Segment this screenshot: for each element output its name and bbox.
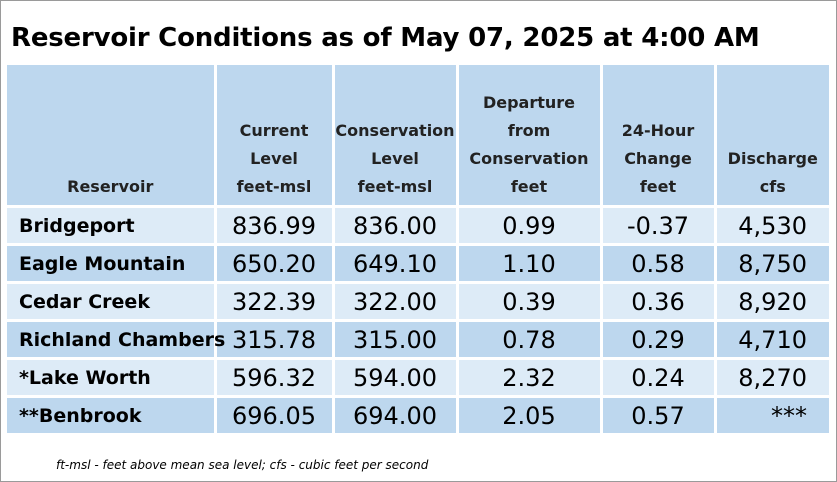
header-line: Conservation	[335, 121, 455, 140]
table-row: Bridgeport 836.99 836.00 0.99 -0.37 4,53…	[7, 206, 829, 246]
header-line: Level	[371, 149, 419, 168]
header-line: cfs	[759, 177, 786, 196]
table-row: *Lake Worth 596.32 594.00 2.32 0.24 8,27…	[7, 358, 829, 398]
cell-reservoir: Eagle Mountain	[7, 244, 217, 284]
cell-conservation-level: 649.10	[333, 244, 459, 284]
cell-departure: 2.05	[457, 396, 603, 436]
table-row: Eagle Mountain 650.20 649.10 1.10 0.58 8…	[7, 244, 829, 284]
cell-reservoir: Richland Chambers	[7, 320, 225, 360]
cell-conservation-level: 322.00	[333, 282, 459, 322]
header-line: Departure	[482, 93, 576, 112]
page-title: Reservoir Conditions as of May 07, 2025 …	[11, 23, 760, 53]
footnote: ft-msl - feet above mean sea level; cfs …	[56, 458, 429, 472]
cell-current-level: 596.32	[215, 358, 335, 398]
header-line: 24-Hour	[621, 121, 695, 140]
header-line: Reservoir	[67, 177, 154, 196]
cell-conservation-level: 836.00	[333, 206, 459, 246]
cell-departure: 0.99	[457, 206, 603, 246]
table-row: **Benbrook 696.05 694.00 2.05 0.57 ***	[7, 396, 829, 436]
cell-discharge: 8,920	[715, 282, 829, 322]
cell-24h-change: 0.29	[601, 320, 717, 360]
cell-discharge: 8,270	[715, 358, 829, 398]
cell-current-level: 322.39	[215, 282, 335, 322]
cell-reservoir: Bridgeport	[7, 206, 217, 246]
header-line: feet-msl	[236, 177, 312, 196]
cell-24h-change: -0.37	[601, 206, 717, 246]
cell-24h-change: 0.58	[601, 244, 717, 284]
cell-conservation-level: 694.00	[333, 396, 459, 436]
table-row: Cedar Creek 322.39 322.00 0.39 0.36 8,92…	[7, 282, 829, 322]
col-header-reservoir: Reservoir	[7, 65, 217, 208]
cell-current-level: 315.78	[215, 320, 335, 360]
header-line: from	[507, 121, 551, 140]
reservoir-table: Reservoir Current Level feet-msl Conserv…	[7, 65, 829, 436]
header-line: Conservation	[469, 149, 589, 168]
cell-discharge: 8,750	[715, 244, 829, 284]
cell-discharge: ***	[715, 396, 829, 436]
cell-departure: 0.78	[457, 320, 603, 360]
cell-current-level: 836.99	[215, 206, 335, 246]
header-line: feet	[510, 177, 548, 196]
cell-24h-change: 0.36	[601, 282, 717, 322]
cell-discharge: 4,530	[715, 206, 829, 246]
header-line: feet-msl	[357, 177, 433, 196]
header-line: Level	[250, 149, 298, 168]
cell-discharge: 4,710	[715, 320, 829, 360]
cell-reservoir: Cedar Creek	[7, 282, 217, 322]
col-header-24h-change: 24-Hour Change feet	[601, 65, 717, 208]
cell-24h-change: 0.57	[601, 396, 717, 436]
cell-reservoir: **Benbrook	[7, 396, 217, 436]
col-header-current-level: Current Level feet-msl	[215, 65, 335, 208]
col-header-conservation-level: Conservation Level feet-msl	[333, 65, 459, 208]
header-line: Discharge	[727, 149, 818, 168]
header-line: Change	[624, 149, 692, 168]
cell-departure: 0.39	[457, 282, 603, 322]
cell-reservoir: *Lake Worth	[7, 358, 217, 398]
header-line: Current	[239, 121, 309, 140]
cell-departure: 1.10	[457, 244, 603, 284]
cell-24h-change: 0.24	[601, 358, 717, 398]
cell-conservation-level: 315.00	[333, 320, 459, 360]
cell-departure: 2.32	[457, 358, 603, 398]
cell-current-level: 650.20	[215, 244, 335, 284]
header-line: feet	[639, 177, 677, 196]
table-header-row: Reservoir Current Level feet-msl Conserv…	[7, 65, 829, 208]
col-header-discharge: Discharge cfs	[715, 65, 829, 208]
cell-current-level: 696.05	[215, 396, 335, 436]
col-header-departure: Departure from Conservation feet	[457, 65, 603, 208]
table-row: Richland Chambers 315.78 315.00 0.78 0.2…	[7, 320, 829, 360]
cell-conservation-level: 594.00	[333, 358, 459, 398]
